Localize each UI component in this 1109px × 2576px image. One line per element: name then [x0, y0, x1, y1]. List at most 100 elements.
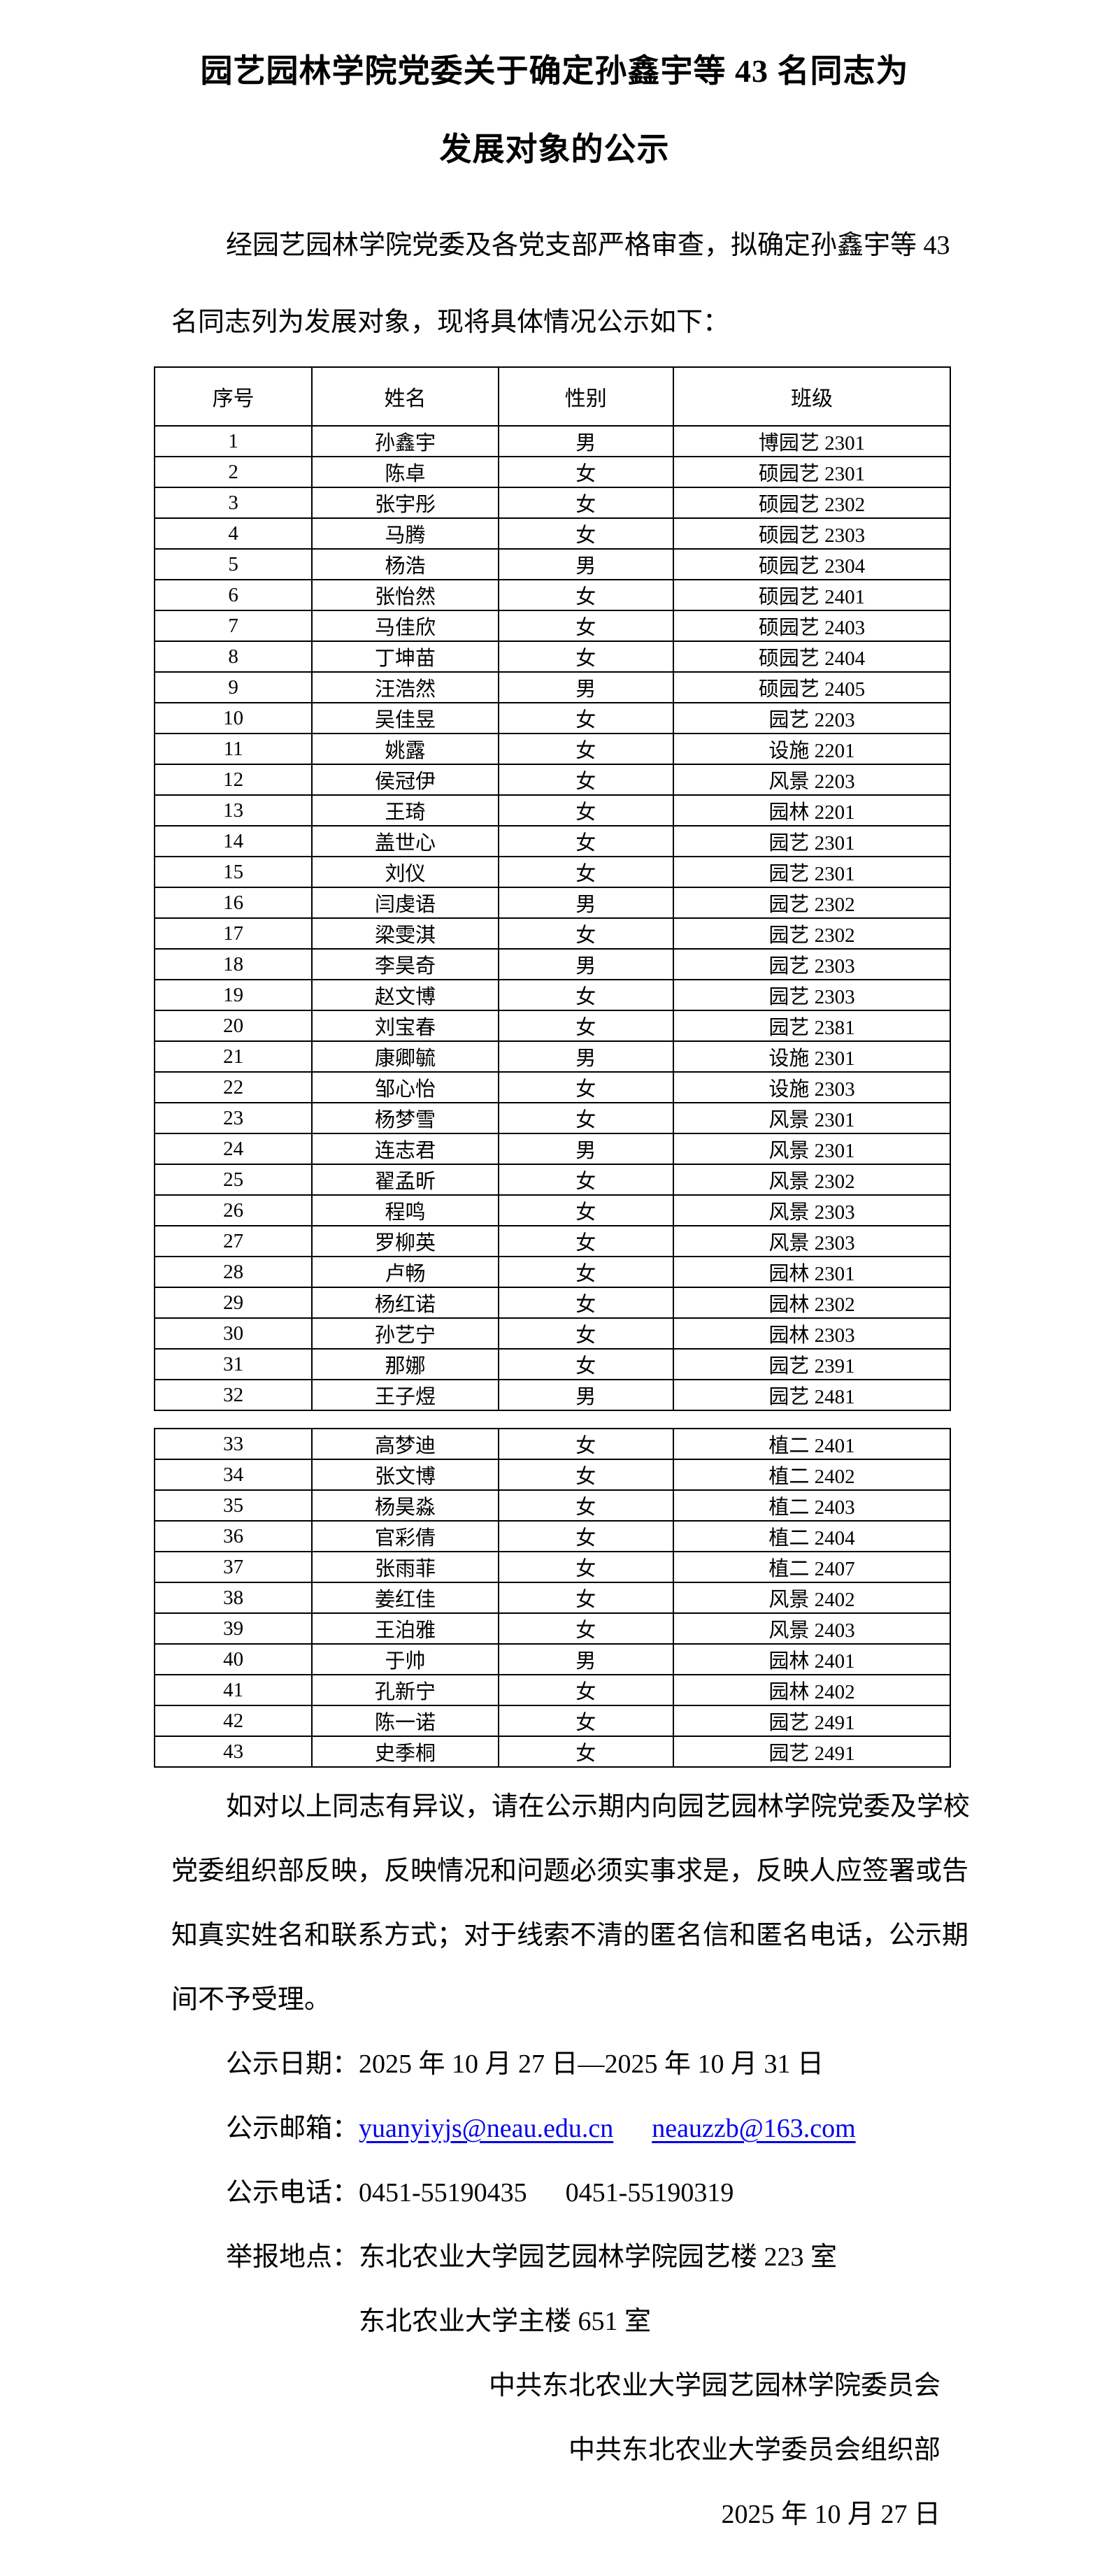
contact-section: 公示日期：2025 年 10 月 27 日—2025 年 10 月 31 日 公… [171, 2032, 1004, 2354]
cell-name: 孔新宁 [311, 1674, 499, 1706]
cell-number: 33 [153, 1428, 313, 1460]
signature-date: 2025 年 10 月 27 日 [721, 2500, 940, 2529]
cell-class: 硕园艺 2301 [672, 456, 952, 488]
cell-number: 7 [153, 610, 313, 642]
cell-name: 翟孟昕 [311, 1164, 499, 1196]
closing-paragraph: 如对以上同志有异议，请在公示期内向园艺园林学院党委及学校 党委组织部反映，反映情… [171, 1775, 1004, 2032]
email-link-2[interactable]: neauzzb@163.com [652, 2114, 856, 2143]
table-row: 5 杨浩男硕园艺 2304 [153, 548, 952, 580]
table-row: 18 李昊奇男园艺 2303 [153, 948, 952, 980]
table-row: 30 孙艺宁女园林 2303 [153, 1317, 952, 1350]
cell-number: 31 [153, 1348, 313, 1380]
table-row: 41 孔新宁女园林 2402 [153, 1674, 952, 1706]
cell-number: 30 [153, 1317, 313, 1350]
cell-name: 罗柳英 [311, 1225, 499, 1257]
intro-line2: 名同志列为发展对象，现将具体情况公示如下： [171, 308, 730, 337]
table-row: 20 刘宝春女园艺 2381 [153, 1010, 952, 1042]
cell-name: 汪浩然 [311, 671, 499, 703]
cell-number: 34 [153, 1459, 313, 1491]
cell-number: 40 [153, 1643, 313, 1675]
table-row: 2 陈卓女硕园艺 2301 [153, 456, 952, 488]
cell-number: 35 [153, 1489, 313, 1522]
table-row: 28 卢畅女园林 2301 [153, 1256, 952, 1288]
cell-class: 设施 2201 [672, 733, 952, 765]
cell-name: 马腾 [311, 517, 499, 550]
cell-name: 程鸣 [311, 1194, 499, 1226]
cell-gender: 女 [497, 1102, 674, 1134]
cell-name: 吴佳昱 [311, 702, 499, 734]
document-title-line2: 发展对象的公示 [439, 131, 670, 167]
cell-name: 张文博 [311, 1459, 499, 1491]
cell-number: 9 [153, 671, 313, 703]
table-row: 43 史季桐女园艺 2491 [153, 1736, 952, 1768]
table-row: 37 张雨菲女植二 2407 [153, 1551, 952, 1583]
cell-number: 36 [153, 1520, 313, 1552]
cell-number: 5 [153, 548, 313, 580]
cell-name: 于帅 [311, 1643, 499, 1675]
cell-name: 杨红诺 [311, 1287, 499, 1319]
table-row: 39 王泊雅女风景 2403 [153, 1612, 952, 1645]
cell-name: 官彩倩 [311, 1520, 499, 1552]
cell-gender: 女 [497, 825, 674, 857]
cell-class: 植二 2407 [672, 1551, 952, 1583]
cell-class: 园艺 2491 [672, 1736, 952, 1768]
closing-line3: 知真实姓名和联系方式；对于线索不清的匿名信和匿名电话，公示期 [171, 1921, 969, 1950]
cell-gender: 男 [497, 671, 674, 703]
candidates-table-part2: 33 高梦迪女植二 2401 34 张文博女植二 2402 35 杨昊淼女植二 2403 3… [153, 1428, 952, 1768]
cell-name: 刘宝春 [311, 1010, 499, 1042]
table-row: 8 丁坤苗女硕园艺 2404 [153, 641, 952, 673]
cell-number: 27 [153, 1225, 313, 1257]
cell-number: 25 [153, 1164, 313, 1196]
document-title-line1: 园艺园林学院党委关于确定孙鑫宇等 43 名同志为 [200, 53, 909, 89]
cell-name: 那娜 [311, 1348, 499, 1380]
table-row: 9 汪浩然男硕园艺 2405 [153, 671, 952, 703]
cell-class: 园艺 2303 [672, 979, 952, 1011]
table-row: 21 康卿毓男设施 2301 [153, 1040, 952, 1073]
cell-class: 园林 2302 [672, 1287, 952, 1319]
intro-paragraph: 经园艺园林学院党委及各党支部严格审查，拟确定孙鑫宇等 43 名同志列为发展对象，… [171, 207, 979, 361]
table-row: 10 吴佳昱女园艺 2203 [153, 702, 952, 734]
column-header-class: 班级 [672, 366, 952, 427]
cell-name: 邹心怡 [311, 1071, 499, 1103]
table-row: 7 马佳欣女硕园艺 2403 [153, 610, 952, 642]
table-row: 13 王琦女园林 2201 [153, 794, 952, 827]
cell-name: 杨浩 [311, 548, 499, 580]
cell-gender: 女 [497, 1551, 674, 1583]
closing-line1: 如对以上同志有异议，请在公示期内向园艺园林学院党委及学校 [226, 1792, 971, 1822]
cell-number: 41 [153, 1674, 313, 1706]
cell-gender: 女 [497, 456, 674, 488]
cell-number: 22 [153, 1071, 313, 1103]
cell-class: 园艺 2302 [672, 917, 952, 950]
cell-name: 张雨菲 [311, 1551, 499, 1583]
cell-gender: 男 [497, 887, 674, 919]
table-row: 34 张文博女植二 2402 [153, 1459, 952, 1491]
cell-number: 21 [153, 1040, 313, 1073]
cell-number: 8 [153, 641, 313, 673]
publicity-email-line: 公示邮箱：yuanyiyjs@neau.edu.cn neauzzb@163.co… [171, 2096, 1004, 2161]
cell-number: 1 [153, 425, 313, 457]
cell-name: 陈一诺 [311, 1705, 499, 1737]
email-link-1[interactable]: yuanyiyjs@neau.edu.cn [359, 2114, 614, 2143]
cell-gender: 女 [497, 1428, 674, 1460]
table-row: 32 王子煜男园艺 2481 [153, 1379, 952, 1411]
cell-number: 12 [153, 764, 313, 796]
cell-name: 王子煜 [311, 1379, 499, 1411]
cell-number: 11 [153, 733, 313, 765]
cell-class: 园艺 2303 [672, 948, 952, 980]
cell-gender: 女 [497, 1736, 674, 1768]
cell-number: 15 [153, 856, 313, 888]
cell-name: 姚露 [311, 733, 499, 765]
cell-number: 26 [153, 1194, 313, 1226]
cell-number: 43 [153, 1736, 313, 1768]
table-row: 27 罗柳英女风景 2303 [153, 1225, 952, 1257]
cell-number: 6 [153, 579, 313, 611]
table-row: 22 邹心怡女设施 2303 [153, 1071, 952, 1103]
cell-name: 连志君 [311, 1133, 499, 1165]
cell-gender: 女 [497, 1317, 674, 1350]
cell-gender: 女 [497, 1489, 674, 1522]
cell-class: 硕园艺 2401 [672, 579, 952, 611]
cell-class: 风景 2402 [672, 1582, 952, 1614]
cell-class: 园林 2301 [672, 1256, 952, 1288]
publicity-date-value: 2025 年 10 月 27 日—2025 年 10 月 31 日 [359, 2049, 824, 2079]
